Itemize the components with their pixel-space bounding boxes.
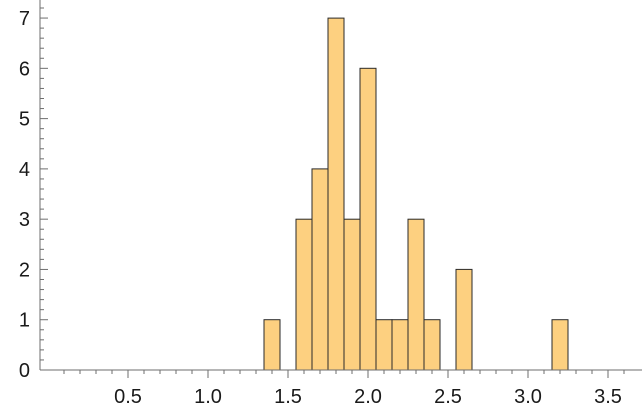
y-tick-label: 3 — [19, 209, 30, 231]
y-axis: 0 1 2 3 4 5 6 7 — [19, 0, 48, 382]
histogram-bar-9 — [423, 319, 441, 371]
x-tick-label: 1.5 — [274, 386, 302, 408]
y-tick-label: 6 — [19, 58, 30, 80]
y-tick-label: 2 — [19, 259, 30, 281]
y-tick-label: 1 — [19, 310, 30, 332]
x-tick-label: 1.0 — [194, 386, 222, 408]
y-tick-label: 4 — [19, 159, 30, 181]
histogram-bar-10 — [455, 268, 473, 371]
x-tick-label: 3.5 — [594, 386, 622, 408]
histogram-bar-7 — [391, 319, 409, 371]
histogram-bar-3 — [327, 17, 345, 371]
histogram-bar-2 — [311, 168, 329, 371]
histogram-bar-11 — [551, 319, 569, 371]
x-tick-label: 2.5 — [434, 386, 462, 408]
x-tick-label: 2.0 — [354, 386, 382, 408]
histogram-bar-6 — [375, 319, 393, 371]
histogram-bar-1 — [295, 218, 313, 371]
x-axis: 0.5 1.0 1.5 2.0 2.5 3.0 3.5 — [40, 369, 642, 408]
y-tick-label: 5 — [19, 109, 30, 131]
y-tick-label: 0 — [19, 360, 30, 382]
x-tick-label: 0.5 — [114, 386, 142, 408]
x-tick-label: 3.0 — [514, 386, 542, 408]
y-tick-label: 7 — [19, 8, 30, 30]
histogram-bar-0 — [263, 319, 281, 371]
histogram-bar-4 — [343, 218, 361, 371]
histogram-bar-5 — [359, 67, 377, 371]
histogram-bar-8 — [407, 218, 425, 371]
bars-group — [263, 17, 569, 371]
